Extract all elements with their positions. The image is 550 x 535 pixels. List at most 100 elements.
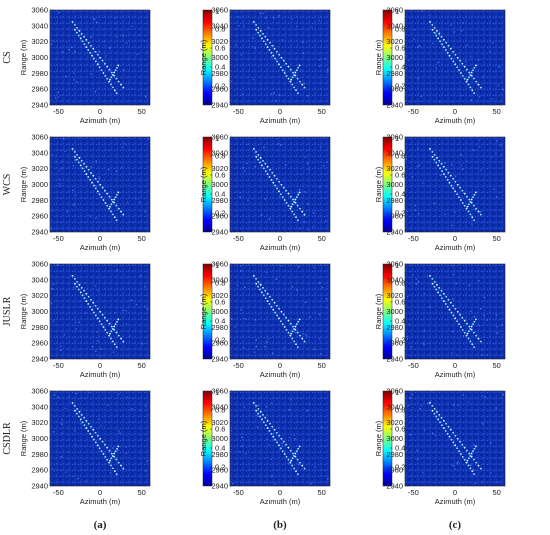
noise-speckle [94,18,96,20]
scatterer-point-track2 [458,323,460,325]
y-tick-label: 3040 [31,402,48,411]
scatterer-point-track1 [90,171,92,174]
scatterer-point-track2 [295,470,297,473]
scatterer-tracks [252,274,306,349]
scatterer-tracks [252,147,306,222]
scatterer-point-track2 [291,210,294,213]
scatterer-point-track2 [262,421,265,424]
scatterer-point-wing [472,69,474,72]
noise-speckle [55,160,57,163]
scatterer-point-track2 [463,331,466,334]
noise-speckle [277,143,279,145]
scatterer-point-track1 [433,280,436,283]
scatterer-point-wing [117,64,120,67]
noise-speckle [323,165,325,167]
scatterer-point-wing [110,203,113,206]
scatterer-tracks [71,401,125,476]
scatterer-point-track1 [296,204,299,207]
noise-speckle [50,43,53,45]
noise-speckle [452,464,454,467]
noise-speckle [275,278,278,280]
noise-speckle [94,285,97,287]
scatterer-point-track1 [255,404,257,407]
scatterer-point-track1 [101,313,104,316]
scatterer-point-track1 [479,340,482,343]
y-tick-label: 3020 [386,37,403,46]
x-tick-label: 50 [137,234,145,243]
scatterer-point-track2 [106,204,109,207]
noise-speckle [290,398,292,401]
scatterer-point-track2 [266,300,269,302]
scatterer-point-track1 [73,23,76,26]
scatterer-point-track1 [278,434,281,437]
scatterer-point-track2 [266,427,269,429]
scatterer-point-track2 [289,334,292,337]
scatterer-point-track1 [90,425,92,428]
scatterer-point-track1 [71,20,74,23]
noise-speckle [426,275,428,277]
x-tick-label: 0 [98,488,102,497]
noise-speckle [313,348,316,350]
scatterer-point-track1 [87,295,90,298]
noise-speckle [432,432,434,435]
y-tick-label: 2960 [31,466,48,475]
scatterer-point-track2 [297,473,299,476]
colorbar-tick-label: 0.8 [395,279,405,288]
y-tick-label: 2960 [31,212,48,221]
scatterer-point-track2 [110,210,112,213]
scatterer-point-track1 [120,464,122,467]
colorbar-tick-label: 1 [395,388,399,397]
scatterer-point-track2 [83,424,86,427]
scatterer-point-track2 [113,343,116,346]
noise-speckle [327,478,329,480]
scatterer-point-track1 [456,310,459,313]
noise-speckle [52,283,54,286]
scatterer-point-track2 [74,28,76,31]
scatterer-point-track1 [259,410,262,413]
noise-speckle [88,215,91,217]
noise-speckle [479,145,481,148]
scatterer-point-track1 [461,316,464,319]
scatterer-point-track1 [99,183,102,186]
x-axis-label: Azimuth (m) [260,370,301,379]
scatterer-point-track1 [275,50,278,53]
colorbar-gradient [202,390,213,487]
noise-speckle [318,338,321,340]
scatterer-point-wing [472,196,474,199]
noise-speckle [68,48,70,51]
y-tick-label: 3000 [211,307,228,316]
noise-speckle [413,38,416,40]
noise-speckle [271,352,274,354]
scatterer-point-track2 [439,40,441,43]
scatterer-point-track2 [465,334,468,337]
scatterer-point-track1 [122,467,125,470]
scatterer-point-track1 [287,65,290,68]
scatterer-point-track2 [272,308,275,311]
scatterer-point-track2 [463,458,466,461]
noise-speckle [453,444,455,447]
noise-speckle [131,407,134,410]
scatterer-point-track2 [87,176,90,178]
noise-speckle [304,191,306,193]
y-tick-label: 2980 [386,323,403,332]
scatterer-point-track2 [469,340,472,343]
noise-speckle [273,439,275,441]
noise-speckle [279,448,281,450]
noise-speckle [491,98,494,100]
column-labels: (a) (b) (c) [94,519,462,531]
noise-speckle [452,273,454,276]
noise-speckle [407,59,410,62]
scatterer-point-track1 [438,159,441,162]
noise-speckle [72,165,74,167]
x-tick-label: 50 [317,361,325,370]
scatterer-point-track1 [459,313,461,316]
noise-speckle [102,186,104,188]
scatterer-point-wing [470,452,473,455]
scatterer-point-track1 [456,56,459,59]
scatterer-point-track2 [266,173,269,175]
scatterer-tracks [71,274,125,349]
scatterer-point-track2 [285,328,288,331]
scatterer-point-track2 [111,467,114,470]
colorbar-tick-label: 0.8 [215,279,225,288]
scatterer-point-track1 [115,458,118,461]
